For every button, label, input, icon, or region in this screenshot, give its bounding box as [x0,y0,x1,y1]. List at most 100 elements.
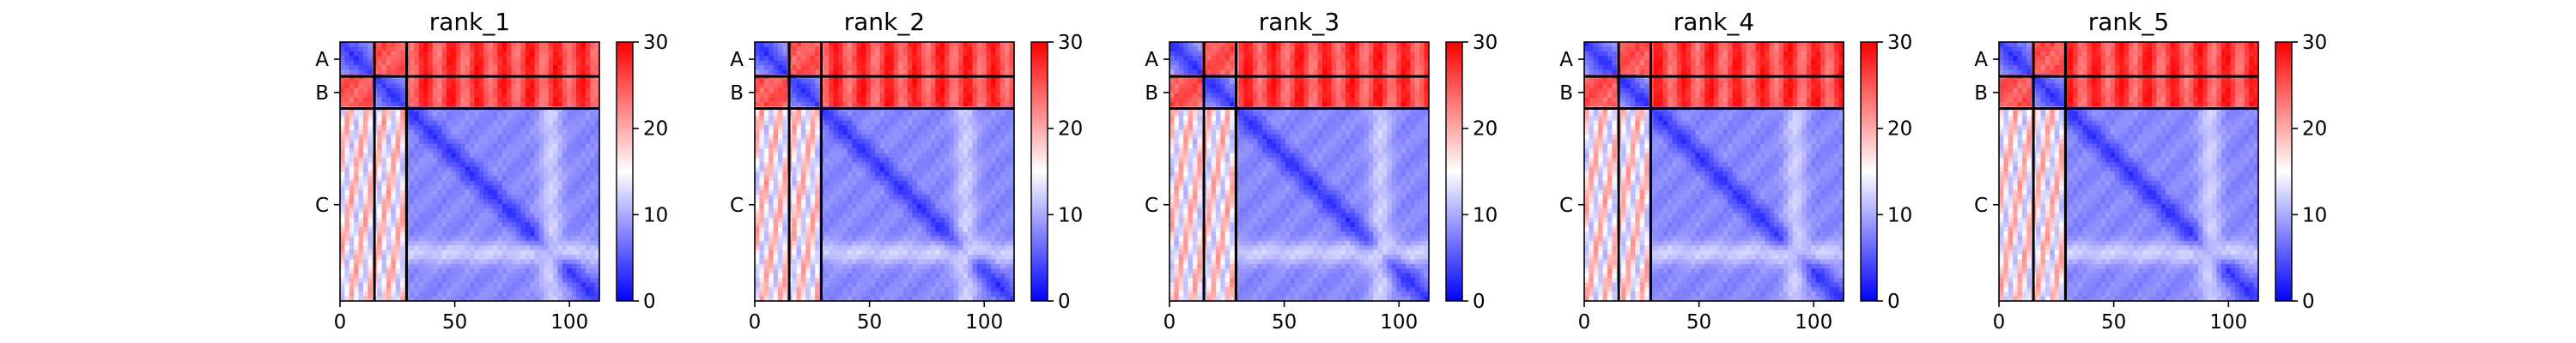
heatmap-cell [792,125,798,131]
heatmap-cell [441,282,447,288]
heatmap-cell [567,278,573,284]
heatmap-cell [497,64,503,70]
heatmap-cell [585,296,591,302]
heatmap-cell [773,190,779,196]
heatmap-cell [530,292,536,298]
heatmap-cell [907,129,913,135]
heatmap-cell [976,93,982,99]
heatmap-cell [968,111,974,117]
heatmap-cell [381,64,387,70]
heatmap-cell [963,79,969,85]
heatmap-cell [590,185,596,191]
heatmap-cell [935,83,941,89]
heatmap-cell [833,51,839,57]
heatmap-cell [368,194,374,200]
heatmap-cell [759,120,765,126]
heatmap-cell [782,120,788,126]
heatmap-cell [769,139,775,145]
heatmap-cell [991,172,997,177]
heatmap-cell [893,153,899,159]
heatmap-cell [423,203,429,209]
heatmap-cell [507,60,513,66]
heatmap-cell [769,79,775,85]
heatmap-cell [501,226,507,232]
heatmap-cell [810,46,816,52]
heatmap-cell [842,166,848,172]
heatmap-cell [470,157,475,163]
heatmap-cell [525,263,531,269]
heatmap-cell [418,134,424,140]
heatmap-cell [866,162,872,168]
heatmap-cell [755,111,760,117]
heatmap-cell [889,87,895,93]
heatmap-cell [562,208,568,214]
heatmap-cell [912,46,918,52]
heatmap-cell [567,217,573,223]
heatmap-cell [447,232,453,238]
heatmap-cell [474,185,480,191]
heatmap-cell [437,176,443,182]
heatmap-cell [567,60,573,66]
heatmap-cell [441,296,447,302]
heatmap-cell [580,56,586,62]
heatmap-cell [963,51,969,57]
heatmap-cell [474,83,480,89]
heatmap-cell [386,139,392,145]
heatmap-cell [557,162,563,168]
heatmap-cell [538,111,544,117]
heatmap-cell [488,255,494,261]
heatmap-cell [958,180,964,186]
heatmap-cell [810,120,816,126]
heatmap-cell [884,148,890,154]
heatmap-cell [594,208,600,214]
heatmap-cell [400,286,406,292]
heatmap-cell [455,93,461,99]
heatmap-cell [483,278,489,284]
heatmap-cell [418,172,424,177]
heatmap-cell [511,56,517,62]
heatmap-cell [782,153,788,159]
heatmap-cell [474,240,480,246]
heatmap-cell [441,255,447,261]
heatmap-cell [995,46,1001,52]
heatmap-cell [953,60,959,66]
heatmap-cell [530,157,536,163]
heatmap-cell [949,172,955,177]
heatmap-cell [958,102,964,108]
heatmap-cell [847,157,853,163]
heatmap-cell [879,97,885,103]
heatmap-cell [553,240,559,246]
heatmap-cell [893,83,899,89]
heatmap-cell [465,259,471,265]
heatmap-cell [889,102,895,108]
heatmap-cell [594,134,600,140]
heatmap-cell [358,46,364,52]
heatmap-cell [976,120,982,126]
heatmap-cell [594,87,600,93]
heatmap-cell [976,79,982,85]
heatmap-cell [534,42,540,47]
heatmap-cell [847,56,853,62]
heatmap-cell [474,79,480,85]
heatmap-cell [991,46,997,52]
heatmap-cell [958,148,964,154]
heatmap-cell [792,180,798,186]
heatmap-cell [340,69,345,75]
heatmap-cell [391,102,397,108]
heatmap-cell [792,120,798,126]
heatmap-cell [344,203,350,209]
heatmap-cell [483,250,489,256]
heatmap-cell [755,134,760,140]
heatmap-cell [386,56,392,62]
heatmap-cell [889,51,895,57]
heatmap-cell [497,166,503,172]
heatmap-cell [945,166,951,172]
heatmap-cell [409,259,415,265]
heatmap-cell [939,87,945,93]
heatmap-cell [879,111,885,117]
heatmap-cell [428,255,434,261]
heatmap-cell [437,292,443,298]
heatmap-cell [567,194,573,200]
heatmap-cell [585,250,591,256]
heatmap-cell [400,245,406,251]
